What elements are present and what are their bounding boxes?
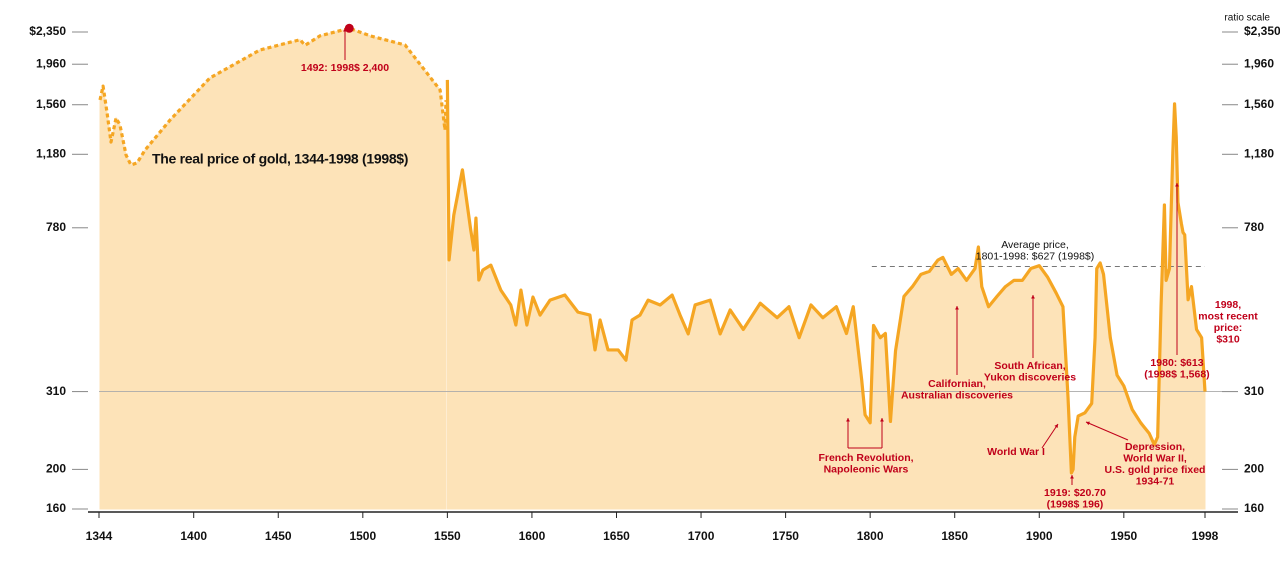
axis-note: ratio scale (1224, 13, 1270, 24)
y-tick-label: 780 (46, 220, 66, 234)
annotation: 1919: $20.70 (1044, 487, 1106, 499)
annotation: (1998$ 1,568) (1144, 368, 1209, 380)
y-tick-label-right: $2,350 (1244, 24, 1280, 38)
annotation: Depression, (1125, 441, 1185, 453)
annotation: 1934-71 (1136, 475, 1175, 487)
annotation-arrow (1041, 423, 1059, 449)
annotation: World War I (987, 446, 1045, 458)
y-tick-label-right: 200 (1244, 462, 1264, 476)
x-tick-label: 1550 (434, 529, 461, 543)
arrow-head (1175, 183, 1179, 187)
annotation: U.S. gold price fixed (1105, 464, 1206, 476)
annotation: South African, (994, 360, 1065, 372)
x-tick-label: 1800 (857, 529, 884, 543)
x-tick-label: 1900 (1026, 529, 1053, 543)
annotation: price: (1214, 322, 1243, 334)
y-tick-label: 1,560 (36, 97, 66, 111)
annotation: 1492: 1998$ 2,400 (301, 62, 389, 74)
annotation: Californian, (928, 378, 986, 390)
x-tick-label: 1344 (86, 529, 113, 543)
y-tick-label-right: 780 (1244, 220, 1264, 234)
y-tick-label-right: 160 (1244, 501, 1264, 515)
y-tick-label-right: 310 (1244, 384, 1264, 398)
price-line (445, 79, 1207, 475)
y-tick-label: $2,350 (29, 24, 66, 38)
annotation: World War II, (1123, 452, 1187, 464)
annotation: 1801-1998: $627 (1998$) (976, 250, 1095, 262)
annotation: Yukon discoveries (984, 371, 1076, 383)
x-tick-label: 1650 (603, 529, 630, 543)
arrow-head (880, 418, 884, 422)
arrow-head (846, 418, 850, 422)
annotation-arrow (1085, 421, 1129, 441)
annotation: 1998, (1215, 299, 1241, 311)
x-tick-label: 1998 (1192, 529, 1219, 543)
x-tick-label: 1750 (772, 529, 799, 543)
arrow-head (1054, 424, 1058, 428)
x-tick-label: 1500 (349, 529, 376, 543)
annotation: Australian discoveries (901, 389, 1013, 401)
y-tick-label: 200 (46, 462, 66, 476)
y-tick-label: 1,960 (36, 56, 66, 70)
x-tick-label: 1400 (180, 529, 207, 543)
annotation: $310 (1216, 333, 1240, 345)
area-fill (99, 27, 447, 510)
annotation: (1998$ 196) (1047, 498, 1104, 510)
arrow-head (955, 306, 959, 310)
arrow-head (1031, 295, 1035, 299)
x-tick-label: 1450 (265, 529, 292, 543)
y-tick-label: 160 (46, 501, 66, 515)
y-tick-label-right: 1,180 (1244, 146, 1274, 160)
x-tick-label: 1950 (1110, 529, 1137, 543)
arrow-head (343, 28, 347, 32)
chart-title: The real price of gold, 1344-1998 (1998$… (152, 151, 408, 167)
y-tick-label-right: 1,960 (1244, 56, 1274, 70)
annotation: French Revolution, (818, 452, 913, 464)
peak-dot (344, 23, 354, 33)
area-fill (446, 79, 1206, 510)
arrow-head (1070, 475, 1074, 479)
annotation: Napoleonic Wars (824, 463, 909, 475)
y-tick-label-right: 1,560 (1244, 97, 1274, 111)
y-tick-label: 1,180 (36, 146, 66, 160)
x-tick-label: 1600 (519, 529, 546, 543)
y-tick-label: 310 (46, 384, 66, 398)
annotation: Average price, (1001, 239, 1069, 251)
x-tick-label: 1850 (941, 529, 968, 543)
price-line (98, 26, 448, 167)
arrow-head (1086, 421, 1090, 426)
annotation: most recent (1198, 310, 1258, 322)
x-tick-label: 1700 (688, 529, 715, 543)
annotation: 1980: $613 (1150, 357, 1203, 369)
